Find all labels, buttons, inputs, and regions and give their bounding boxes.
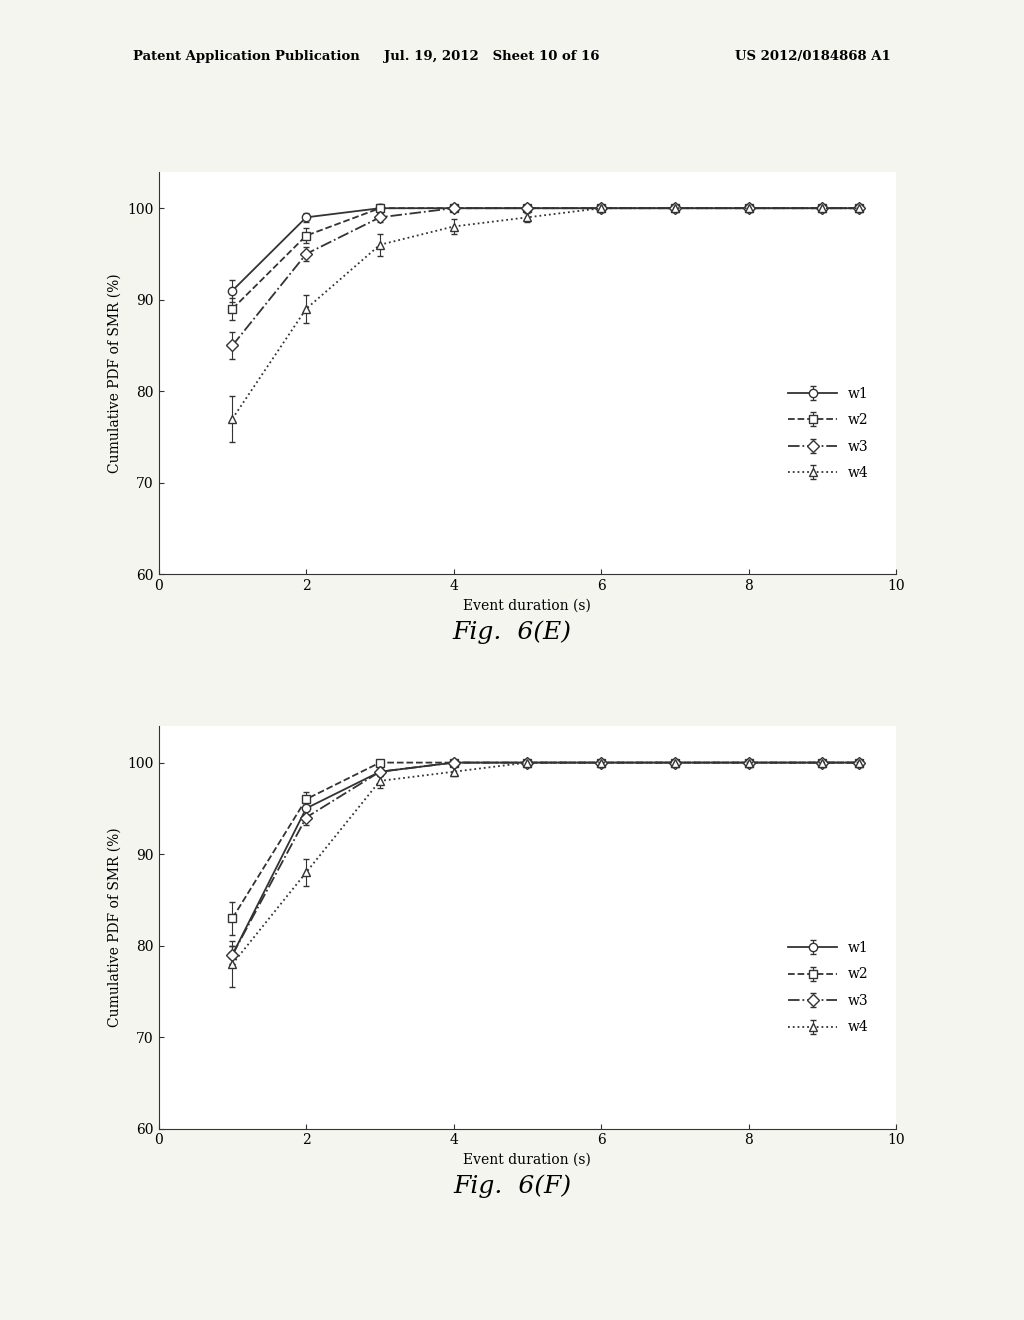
X-axis label: Event duration (s): Event duration (s) [464,1152,591,1167]
X-axis label: Event duration (s): Event duration (s) [464,598,591,612]
Y-axis label: Cumulative PDF of SMR (%): Cumulative PDF of SMR (%) [108,273,122,473]
Text: Patent Application Publication: Patent Application Publication [133,50,359,63]
Text: US 2012/0184868 A1: US 2012/0184868 A1 [735,50,891,63]
Legend: w1, w2, w3, w4: w1, w2, w3, w4 [782,936,874,1040]
Legend: w1, w2, w3, w4: w1, w2, w3, w4 [782,381,874,486]
Text: Jul. 19, 2012   Sheet 10 of 16: Jul. 19, 2012 Sheet 10 of 16 [384,50,599,63]
Y-axis label: Cumulative PDF of SMR (%): Cumulative PDF of SMR (%) [108,828,122,1027]
Text: Fig.  6(E): Fig. 6(E) [453,620,571,644]
Text: Fig.  6(F): Fig. 6(F) [453,1175,571,1199]
